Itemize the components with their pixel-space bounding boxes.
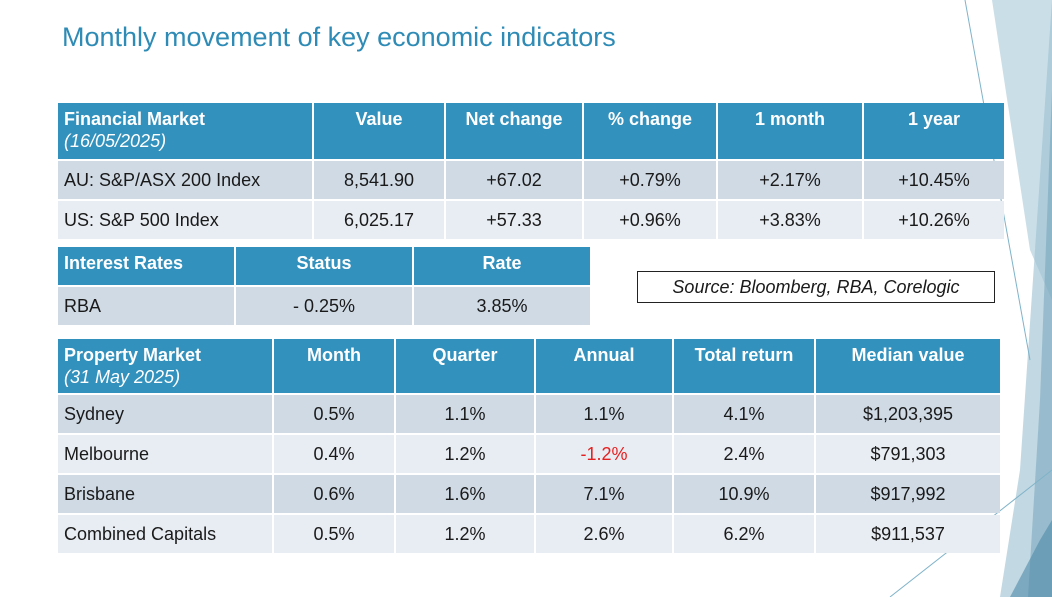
interest-rates-table: Interest Rates Status Rate RBA - 0.25% 3…	[56, 245, 592, 327]
cell: 1.2%	[396, 435, 534, 473]
cell: +0.96%	[584, 201, 716, 239]
table-row: Sydney 0.5% 1.1% 1.1% 4.1% $1,203,395	[58, 395, 1000, 433]
table-row: US: S&P 500 Index 6,025.17 +57.33 +0.96%…	[58, 201, 1004, 239]
row-label: Combined Capitals	[58, 515, 272, 553]
col-net-change: Net change	[446, 103, 582, 159]
cell: +2.17%	[718, 161, 862, 199]
interest-rates-header: Interest Rates	[58, 247, 234, 285]
cell: 1.2%	[396, 515, 534, 553]
col-1-year: 1 year	[864, 103, 1004, 159]
cell: $911,537	[816, 515, 1000, 553]
cell: +10.45%	[864, 161, 1004, 199]
cell: $917,992	[816, 475, 1000, 513]
cell-negative: -1.2%	[536, 435, 672, 473]
cell: +0.79%	[584, 161, 716, 199]
cell: +3.83%	[718, 201, 862, 239]
col-annual: Annual	[536, 339, 672, 393]
row-label: Sydney	[58, 395, 272, 433]
cell: $791,303	[816, 435, 1000, 473]
col-status: Status	[236, 247, 412, 285]
cell: 1.1%	[536, 395, 672, 433]
property-market-header: Property Market (31 May 2025)	[58, 339, 272, 393]
cell: 0.6%	[274, 475, 394, 513]
cell: - 0.25%	[236, 287, 412, 325]
cell: 0.5%	[274, 515, 394, 553]
cell: 0.5%	[274, 395, 394, 433]
cell: 10.9%	[674, 475, 814, 513]
source-note: Source: Bloomberg, RBA, Corelogic	[637, 271, 995, 303]
cell: 7.1%	[536, 475, 672, 513]
cell: 6,025.17	[314, 201, 444, 239]
col-percent-change: % change	[584, 103, 716, 159]
cell: 2.6%	[536, 515, 672, 553]
cell: 1.1%	[396, 395, 534, 433]
col-1-month: 1 month	[718, 103, 862, 159]
row-label: AU: S&P/ASX 200 Index	[58, 161, 312, 199]
row-label: RBA	[58, 287, 234, 325]
page-title: Monthly movement of key economic indicat…	[62, 22, 616, 52]
cell: 2.4%	[674, 435, 814, 473]
cell: 8,541.90	[314, 161, 444, 199]
col-total-return: Total return	[674, 339, 814, 393]
table-row: AU: S&P/ASX 200 Index 8,541.90 +67.02 +0…	[58, 161, 1004, 199]
row-label: Brisbane	[58, 475, 272, 513]
col-rate: Rate	[414, 247, 590, 285]
cell: $1,203,395	[816, 395, 1000, 433]
col-median-value: Median value	[816, 339, 1000, 393]
row-label: Melbourne	[58, 435, 272, 473]
financial-market-table: Financial Market (16/05/2025) Value Net …	[56, 101, 1006, 241]
cell: +67.02	[446, 161, 582, 199]
cell: +57.33	[446, 201, 582, 239]
cell: 0.4%	[274, 435, 394, 473]
table-row: Brisbane 0.6% 1.6% 7.1% 10.9% $917,992	[58, 475, 1000, 513]
table-row: Melbourne 0.4% 1.2% -1.2% 2.4% $791,303	[58, 435, 1000, 473]
cell: 6.2%	[674, 515, 814, 553]
financial-market-header: Financial Market (16/05/2025)	[58, 103, 312, 159]
table-row: Combined Capitals 0.5% 1.2% 2.6% 6.2% $9…	[58, 515, 1000, 553]
cell: 3.85%	[414, 287, 590, 325]
col-value: Value	[314, 103, 444, 159]
cell: +10.26%	[864, 201, 1004, 239]
property-market-table: Property Market (31 May 2025) Month Quar…	[56, 337, 1002, 555]
row-label: US: S&P 500 Index	[58, 201, 312, 239]
cell: 1.6%	[396, 475, 534, 513]
col-month: Month	[274, 339, 394, 393]
col-quarter: Quarter	[396, 339, 534, 393]
cell: 4.1%	[674, 395, 814, 433]
table-row: RBA - 0.25% 3.85%	[58, 287, 590, 325]
